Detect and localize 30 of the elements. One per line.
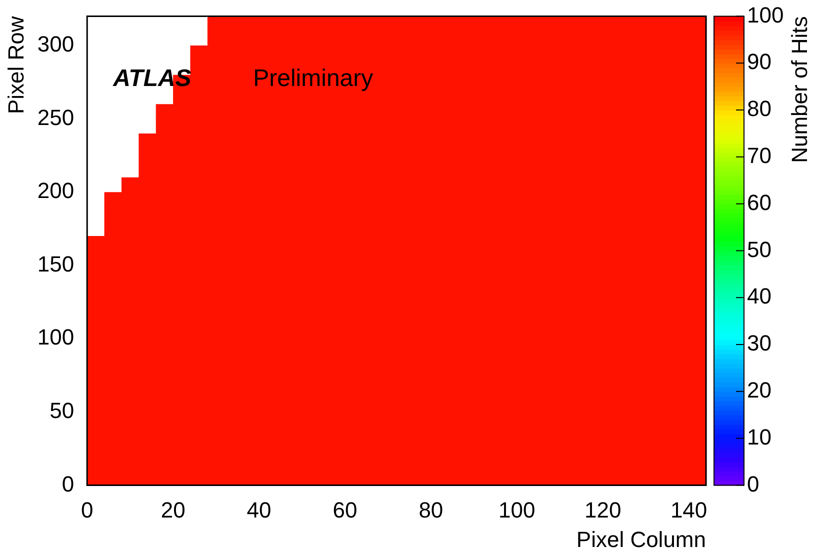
color-bar-label: 50 <box>747 236 772 262</box>
x-tick-label: 80 <box>418 497 444 522</box>
y-tick-label: 50 <box>50 398 74 423</box>
color-bar-label: 70 <box>747 142 772 168</box>
x-tick-label: 120 <box>584 497 622 522</box>
color-bar-label: 30 <box>747 330 772 356</box>
x-tick-label: 140 <box>670 497 708 522</box>
color-bar-label: 40 <box>747 284 772 309</box>
x-tick-label: 0 <box>80 497 94 522</box>
y-axis-title: Pixel Row <box>3 16 28 114</box>
x-tick-label: 100 <box>498 497 536 522</box>
x-tick-label: 60 <box>332 497 358 522</box>
y-tick-label: 0 <box>62 471 74 496</box>
y-tick-label: 100 <box>37 324 74 350</box>
color-bar-label: 0 <box>747 471 760 496</box>
x-tick-label: 20 <box>160 497 186 522</box>
color-bar-label: 20 <box>747 377 772 402</box>
color-bar-label: 100 <box>747 2 784 28</box>
x-axis-title: Pixel Column <box>576 526 706 552</box>
y-tick-label: 150 <box>37 251 74 276</box>
color-bar-label: 10 <box>747 424 772 450</box>
y-tick-label: 200 <box>37 178 74 204</box>
annotation: Preliminary <box>253 64 374 92</box>
y-tick-label: 250 <box>37 104 74 130</box>
color-bar-label: 60 <box>747 190 772 215</box>
color-bar-title: Number of Hits <box>787 16 812 163</box>
color-bar-label: 90 <box>747 49 772 74</box>
y-tick-label: 300 <box>37 32 74 57</box>
x-tick-label: 40 <box>246 497 272 522</box>
color-bar-label: 80 <box>747 96 772 122</box>
